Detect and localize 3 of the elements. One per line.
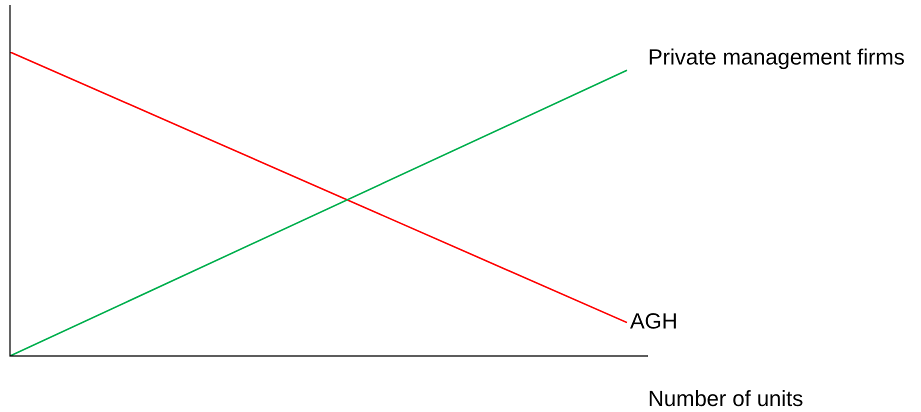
series-label: Private management firms bbox=[648, 44, 905, 70]
x-axis-title: Number of units bbox=[648, 386, 804, 412]
series-label: AGH bbox=[630, 308, 678, 334]
